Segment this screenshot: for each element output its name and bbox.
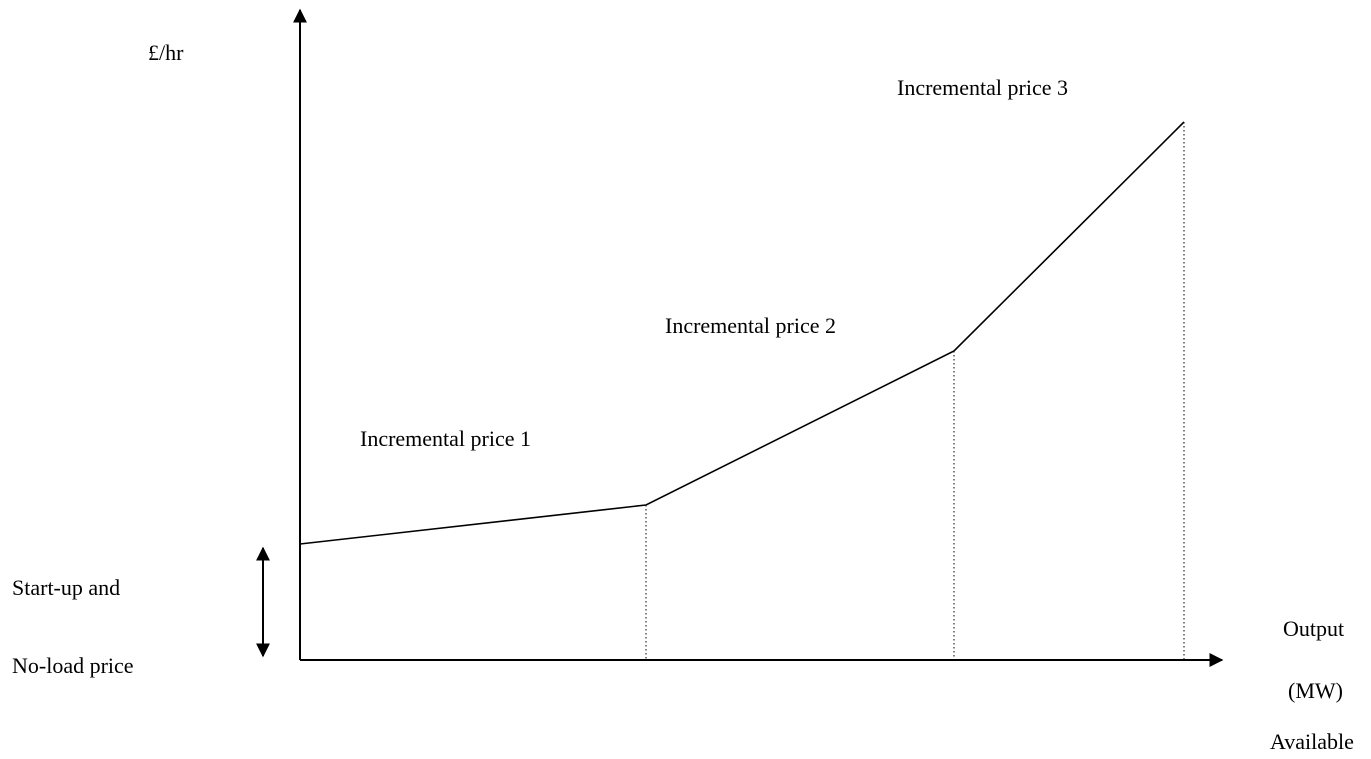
x-axis-label: (MW)	[1288, 678, 1343, 703]
y-axis-label: £/hr	[148, 40, 184, 65]
start-up-label: Start-up and	[12, 575, 120, 600]
offer-curve	[299, 121, 1185, 545]
available-label: Available	[1270, 729, 1354, 754]
x-axis-label: Output	[1283, 616, 1344, 641]
start-up-label: No-load price	[12, 653, 134, 678]
segment-label: Incremental price 2	[665, 313, 836, 338]
segment-label: Incremental price 1	[360, 426, 531, 451]
segment-label: Incremental price 3	[897, 75, 1068, 100]
